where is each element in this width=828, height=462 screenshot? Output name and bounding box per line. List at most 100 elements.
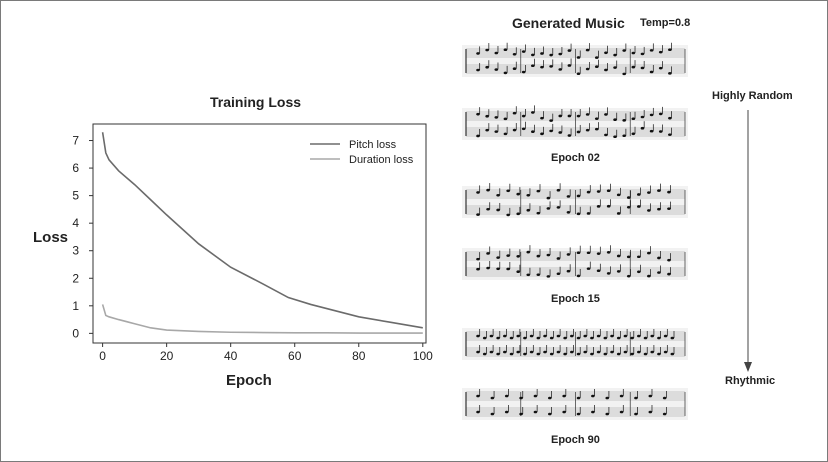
note-head [630,352,634,356]
note-head [523,336,527,340]
note-head [606,189,611,193]
note-head [546,253,551,257]
temp-label: Temp=0.8 [640,17,691,29]
note-head [558,114,563,118]
note-head [606,272,611,275]
note-head [640,66,645,70]
note-head [503,350,507,354]
note-head [558,52,563,56]
note-head [649,113,654,117]
note-head [526,193,531,197]
note-head [536,254,541,258]
epoch-label-02: Epoch 02 [551,152,600,164]
note-head [526,208,531,212]
note-head [570,334,574,338]
note-head [637,255,641,259]
note-head [533,410,538,414]
note-head [604,68,608,72]
note-head [531,130,535,134]
note-head [631,65,636,69]
epoch-label-90: Epoch 90 [551,434,600,446]
note-head [667,190,671,194]
note-head [476,394,480,398]
note-head [658,112,663,116]
note-head [503,117,508,121]
note-head [626,274,631,278]
note-head [494,130,499,133]
label-highly-random: Highly Random [712,90,793,102]
note-head [647,209,651,212]
note-head [623,334,628,338]
note-head [540,116,544,120]
note-head [657,271,661,274]
note-head [486,207,490,211]
note-head [556,206,561,209]
note-head [640,52,645,56]
note-head [476,134,480,138]
note-head [594,65,599,69]
note-head [663,350,668,354]
note-head [562,394,566,398]
note-head [476,52,480,55]
note-head [594,117,599,120]
note-head [650,350,654,354]
note-head [591,394,595,398]
note-head [649,49,654,52]
note-head [622,72,626,76]
note-head [668,72,672,75]
note-head [558,68,563,71]
note-head [549,129,553,133]
note-head [556,334,561,338]
note-head [631,132,636,136]
note-head [662,412,667,416]
note-head [494,116,499,119]
note-head [626,206,631,209]
note-head [667,258,671,262]
note-head [576,130,581,134]
note-head [648,394,653,398]
note-head [604,113,608,116]
note-head [657,256,661,260]
note-head [630,336,634,340]
note-head [637,350,641,354]
note-head [558,131,563,134]
note-head [531,53,535,57]
note-head [586,251,591,255]
note-head [503,132,508,136]
note-head [637,334,641,338]
score-epoch90-row2 [462,388,688,420]
note-head [476,410,480,414]
note-head [616,352,621,356]
note-head [482,352,487,356]
note-head [529,350,534,354]
note-head [619,394,624,398]
note-head [506,189,510,193]
label-rhythmic: Rhythmic [725,375,776,387]
note-head [526,250,531,254]
note-head [562,410,566,414]
note-head [590,336,594,340]
note-head [529,334,534,338]
note-head [486,188,490,192]
note-head [509,336,514,340]
note-head [556,350,561,354]
note-head [576,336,581,340]
note-head [647,251,651,255]
note-head [519,412,523,416]
note-head [613,66,617,69]
note-head [494,51,499,55]
note-head [485,65,489,69]
note-head [637,205,641,208]
note-head [657,336,661,340]
note-head [549,65,553,68]
y-axis-label: Loss [33,229,69,246]
note-head [586,267,591,270]
note-head [570,350,574,354]
note-head [586,190,591,194]
note-head [563,336,567,340]
note-head [637,270,641,274]
note-head [596,334,601,338]
note-head [668,48,672,52]
music-title: Generated Music [512,15,625,31]
note-head [543,334,547,338]
